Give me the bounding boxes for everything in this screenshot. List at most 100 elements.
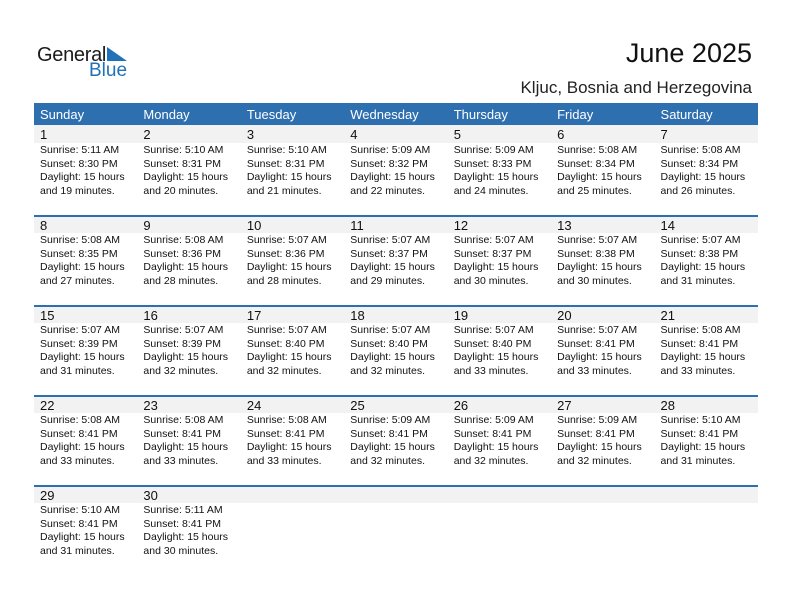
sunset-text: Sunset: 8:41 PM [143,427,222,440]
day-number: 14 [654,217,758,233]
sunset-text: Sunset: 8:34 PM [557,157,635,170]
daylight-text: Daylight: 15 hours [143,261,229,274]
sunset-text: Sunset: 8:40 PM [246,337,325,350]
daylight-text: Daylight: 15 hours [660,441,746,454]
day-cell: 9 Sunrise: 5:08 AM Sunset: 8:36 PM Daylight… [137,217,241,305]
day-number: 30 [137,487,241,503]
daylight-text: Daylight: 15 hours [143,351,229,364]
day-info: Sunrise: 5:07 AM Sunset: 8:38 PM Daylight:… [655,233,758,288]
sunset-text: Sunset: 8:41 PM [40,517,118,530]
daylight-text: Daylight: 15 hours [557,261,642,274]
daylight-text: and 31 minutes. [40,544,115,557]
day-cell: 23 Sunrise: 5:08 AM Sunset: 8:41 PM Dayligh… [137,397,241,485]
empty-cell [654,487,758,575]
day-cell: 17 Sunrise: 5:07 AM Sunset: 8:40 PM Dayligh… [240,307,345,395]
daylight-text: and 33 minutes. [557,364,632,377]
sunrise-text: Sunrise: 5:10 AM [143,144,224,156]
day-cell: 6 Sunrise: 5:08 AM Sunset: 8:34 PM Daylight… [551,125,655,215]
day-info: Sunrise: 5:09 AM Sunset: 8:33 PM Daylight:… [448,143,551,198]
day-cell: 7 Sunrise: 5:08 AM Sunset: 8:34 PM Daylight… [654,125,758,215]
day-number: 21 [654,307,758,323]
day-number: 9 [137,217,241,233]
day-info: Sunrise: 5:07 AM Sunset: 8:40 PM Daylight:… [344,323,447,378]
day-number: 20 [551,307,655,323]
day-info: Sunrise: 5:08 AM Sunset: 8:34 PM Daylight:… [551,143,654,198]
day-info: Sunrise: 5:10 AM Sunset: 8:41 PM Daylight:… [655,413,758,468]
day-number: 11 [344,217,448,233]
day-info: Sunrise: 5:10 AM Sunset: 8:31 PM Daylight:… [241,143,344,198]
daylight-text: and 33 minutes. [660,364,736,377]
daylight-text: and 33 minutes. [453,364,529,377]
daylight-text: Daylight: 15 hours [453,351,539,364]
sunrise-text: Sunrise: 5:08 AM [143,234,224,246]
day-cell: 12 Sunrise: 5:07 AM Sunset: 8:37 PM Dayligh… [447,217,552,305]
daylight-text: Daylight: 15 hours [350,261,435,274]
location: Kljuc, Bosnia and Herzegovina [520,78,752,97]
day-number: 17 [240,307,345,323]
day-info: Sunrise: 5:09 AM Sunset: 8:41 PM Daylight:… [344,413,447,468]
daylight-text: and 24 minutes. [453,184,529,197]
sunrise-text: Sunrise: 5:09 AM [557,414,638,426]
day-cell: 13 Sunrise: 5:07 AM Sunset: 8:38 PM Dayligh… [551,217,655,305]
daylight-text: Daylight: 15 hours [557,351,642,364]
sunrise-text: Sunrise: 5:08 AM [143,414,224,426]
sunset-text: Sunset: 8:37 PM [350,247,428,260]
daylight-text: and 30 minutes. [557,274,632,287]
sunset-text: Sunset: 8:41 PM [246,427,325,440]
daylight-text: Daylight: 15 hours [557,441,642,454]
daylight-text: Daylight: 15 hours [40,351,125,364]
daylight-text: Daylight: 15 hours [660,171,746,184]
sunrise-text: Sunrise: 5:07 AM [246,234,327,246]
sunset-text: Sunset: 8:33 PM [453,157,532,170]
day-info: Sunrise: 5:10 AM Sunset: 8:31 PM Daylight:… [137,143,240,198]
weekday-header: Sunday Monday Tuesday Wednesday Thursday Frid… [34,103,758,125]
sunrise-text: Sunrise: 5:07 AM [453,324,534,336]
day-info: Sunrise: 5:09 AM Sunset: 8:41 PM Daylight:… [448,413,551,468]
daylight-text: and 26 minutes. [660,184,736,197]
sunset-text: Sunset: 8:30 PM [40,157,118,170]
sunset-text: Sunset: 8:32 PM [350,157,428,170]
week-row: 29 Sunrise: 5:10 AM Sunset: 8:41 PM Dayligh… [34,485,758,575]
daylight-text: and 33 minutes. [246,454,322,467]
day-cell: 28 Sunrise: 5:10 AM Sunset: 8:41 PM Dayligh… [654,397,758,485]
day-cell: 25 Sunrise: 5:09 AM Sunset: 8:41 PM Dayligh… [344,397,448,485]
weekday-thursday: Thursday [453,107,508,122]
day-info: Sunrise: 5:08 AM Sunset: 8:41 PM Daylight:… [241,413,344,468]
day-info: Sunrise: 5:08 AM Sunset: 8:41 PM Daylight:… [137,413,240,468]
day-cell: 21 Sunrise: 5:08 AM Sunset: 8:41 PM Dayligh… [654,307,758,395]
day-number: 13 [551,217,655,233]
day-number: 24 [240,397,345,413]
day-cell: 15 Sunrise: 5:07 AM Sunset: 8:39 PM Dayligh… [34,307,138,395]
daylight-text: and 31 minutes. [40,364,115,377]
daylight-text: Daylight: 15 hours [246,261,332,274]
day-number [654,487,758,503]
daylight-text: Daylight: 15 hours [246,441,332,454]
day-info: Sunrise: 5:07 AM Sunset: 8:38 PM Daylight:… [551,233,654,288]
daylight-text: and 25 minutes. [557,184,632,197]
day-cell: 26 Sunrise: 5:09 AM Sunset: 8:41 PM Dayligh… [447,397,552,485]
sunrise-text: Sunrise: 5:07 AM [246,324,327,336]
day-number [344,487,448,503]
day-number [240,487,345,503]
sunset-text: Sunset: 8:41 PM [350,427,428,440]
week-row: 8 Sunrise: 5:08 AM Sunset: 8:35 PM Daylight… [34,215,758,305]
daylight-text: and 33 minutes. [40,454,115,467]
day-info: Sunrise: 5:11 AM Sunset: 8:41 PM Daylight:… [137,503,240,558]
daylight-text: Daylight: 15 hours [453,261,539,274]
day-number: 23 [137,397,241,413]
daylight-text: and 32 minutes. [143,364,219,377]
day-info: Sunrise: 5:09 AM Sunset: 8:41 PM Daylight:… [551,413,654,468]
day-cell: 14 Sunrise: 5:07 AM Sunset: 8:38 PM Dayligh… [654,217,758,305]
day-cell: 30 Sunrise: 5:11 AM Sunset: 8:41 PM Dayligh… [137,487,241,575]
week-row: 1 Sunrise: 5:11 AM Sunset: 8:30 PM Daylight… [34,125,758,215]
day-info: Sunrise: 5:08 AM Sunset: 8:36 PM Daylight:… [137,233,240,288]
day-info: Sunrise: 5:07 AM Sunset: 8:36 PM Daylight:… [241,233,344,288]
daylight-text: and 33 minutes. [143,454,219,467]
sunrise-text: Sunrise: 5:08 AM [557,144,638,156]
day-cell: 5 Sunrise: 5:09 AM Sunset: 8:33 PM Daylight… [447,125,552,215]
daylight-text: Daylight: 15 hours [40,531,125,544]
sunrise-text: Sunrise: 5:08 AM [40,414,120,426]
daylight-text: Daylight: 15 hours [40,261,125,274]
day-cell: 2 Sunrise: 5:10 AM Sunset: 8:31 PM Daylight… [137,125,241,215]
daylight-text: Daylight: 15 hours [350,171,435,184]
